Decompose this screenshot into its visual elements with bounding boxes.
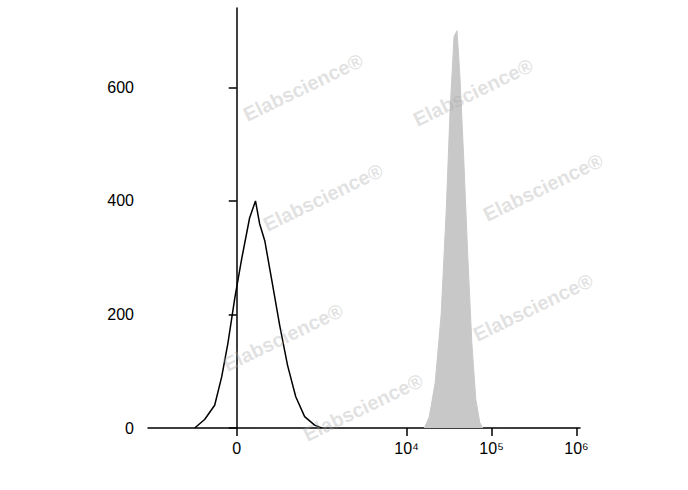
svg-text:Elabscience®: Elabscience® (260, 159, 387, 236)
svg-text:10⁶: 10⁶ (564, 440, 588, 457)
svg-text:Elabscience®: Elabscience® (240, 49, 367, 126)
svg-text:10⁴: 10⁴ (394, 440, 419, 457)
svg-text:400: 400 (107, 192, 134, 209)
svg-text:Elabscience®: Elabscience® (470, 269, 597, 346)
svg-text:Elabscience®: Elabscience® (220, 299, 347, 376)
svg-text:Elabscience®: Elabscience® (410, 54, 537, 131)
svg-text:0: 0 (232, 440, 241, 457)
svg-text:Elabscience®: Elabscience® (480, 149, 607, 226)
svg-text:Elabscience®: Elabscience® (300, 369, 427, 446)
svg-text:10⁵: 10⁵ (479, 440, 503, 457)
svg-text:0: 0 (125, 420, 134, 437)
svg-text:600: 600 (107, 79, 134, 96)
svg-text:200: 200 (107, 306, 134, 323)
